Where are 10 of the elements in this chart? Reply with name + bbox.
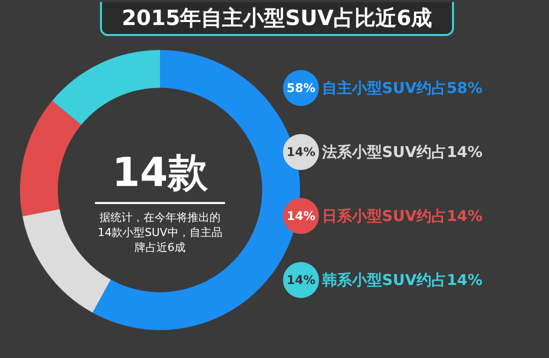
text: 14款	[95, 145, 225, 204]
data-label: 14%	[283, 134, 319, 170]
legend-label: 日系小型SUV约占14%	[322, 206, 482, 226]
data-label: 14%	[283, 262, 319, 298]
text: 据统计，在今年将推出的14款小型SUV中，自主品牌占近6成	[96, 210, 224, 255]
legend-label: 法系小型SUV约占14%	[322, 142, 482, 162]
legend-label: 自主小型SUV约占58%	[322, 78, 482, 98]
data-label: 14%	[283, 198, 319, 234]
legend-label: 韩系小型SUV约占14%	[322, 270, 482, 290]
data-label: 58%	[283, 70, 319, 106]
